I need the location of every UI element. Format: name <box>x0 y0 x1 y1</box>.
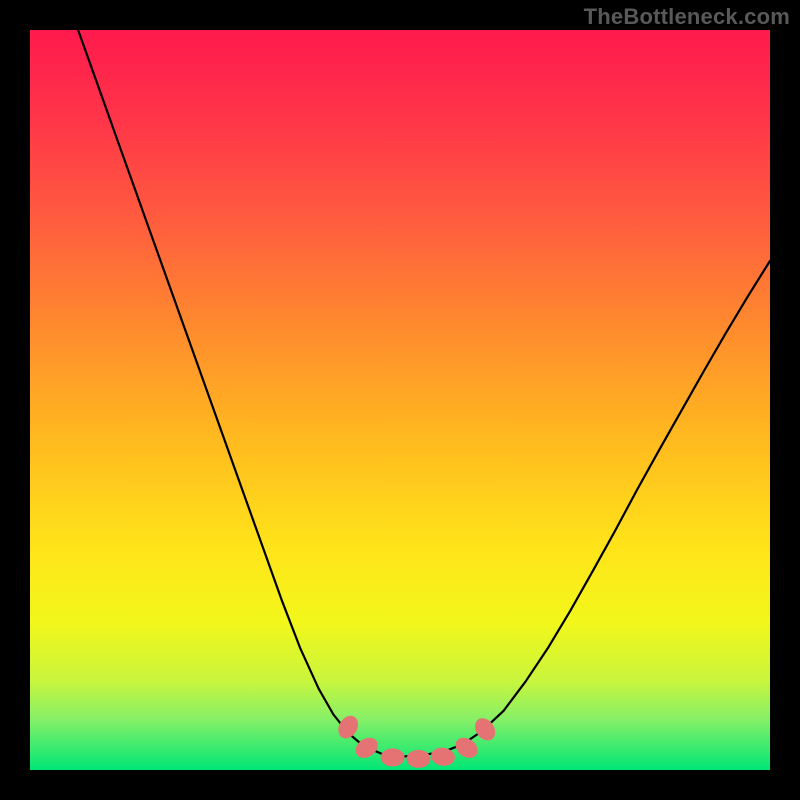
valley-marker-3 <box>407 750 431 768</box>
chart-container: TheBottleneck.com <box>0 0 800 800</box>
valley-marker-2 <box>381 748 405 766</box>
chart-svg <box>0 0 800 800</box>
